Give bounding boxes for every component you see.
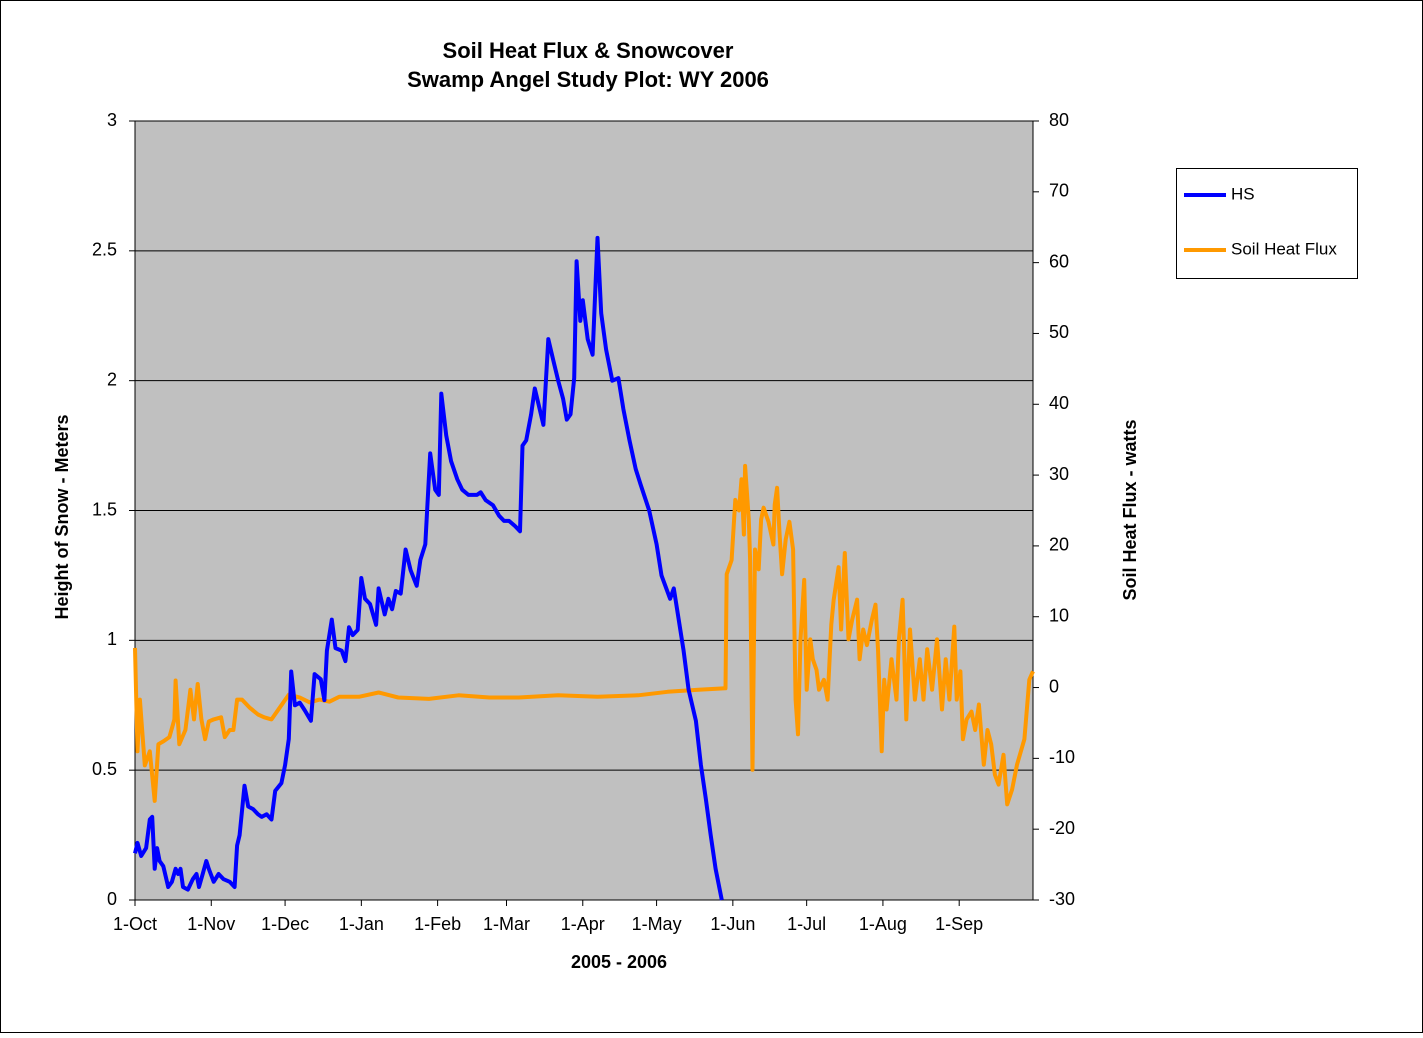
y2-tick-label: 30: [1049, 464, 1069, 484]
y-tick-label: 1.5: [92, 499, 117, 519]
series-line: [133, 235, 724, 901]
legend-label: Soil Heat Flux: [1231, 239, 1337, 258]
y-tick-label: 0.5: [92, 759, 117, 779]
x-tick-label: 1-Sep: [935, 914, 983, 934]
y2-axis-label: Soil Heat Flux - watts: [1120, 419, 1140, 600]
y-tick-label: 2: [107, 369, 117, 389]
x-tick-label: 1-Dec: [261, 914, 309, 934]
x-axis-label: 2005 - 2006: [571, 952, 667, 972]
y2-tick-label: 80: [1049, 110, 1069, 130]
y2-tick-label: -10: [1049, 747, 1075, 767]
y2-tick-label: 60: [1049, 251, 1069, 271]
y2-tick-label: 70: [1049, 181, 1069, 201]
x-tick-label: 1-Aug: [859, 914, 907, 934]
y2-tick-label: 0: [1049, 676, 1059, 696]
x-tick-label: 1-Jul: [787, 914, 826, 934]
x-tick-label: 1-Apr: [561, 914, 605, 934]
y2-tick-label: 20: [1049, 535, 1069, 555]
x-tick-label: 1-Jan: [339, 914, 384, 934]
y-tick-label: 2.5: [92, 240, 117, 260]
y2-tick-label: -30: [1049, 889, 1075, 909]
y-tick-label: 0: [107, 889, 117, 909]
series-line: [133, 463, 1035, 807]
y-axis-label: Height of Snow - Meters: [52, 414, 72, 619]
y2-tick-label: 50: [1049, 322, 1069, 342]
x-tick-label: 1-Feb: [414, 914, 461, 934]
x-tick-label: 1-Mar: [483, 914, 530, 934]
x-tick-label: 1-Nov: [187, 914, 235, 934]
x-tick-label: 1-Jun: [710, 914, 755, 934]
y2-tick-label: -20: [1049, 818, 1075, 838]
y-tick-label: 3: [107, 110, 117, 130]
chart-subtitle: Swamp Angel Study Plot: WY 2006: [407, 67, 769, 92]
legend-label: HS: [1231, 184, 1255, 203]
chart-title: Soil Heat Flux & Snowcover: [443, 38, 734, 63]
y2-tick-label: 10: [1049, 605, 1069, 625]
y-tick-label: 1: [107, 629, 117, 649]
x-tick-label: 1-Oct: [113, 914, 157, 934]
legend-box: [1176, 168, 1358, 279]
x-tick-label: 1-May: [632, 914, 682, 934]
y2-tick-label: 40: [1049, 393, 1069, 413]
